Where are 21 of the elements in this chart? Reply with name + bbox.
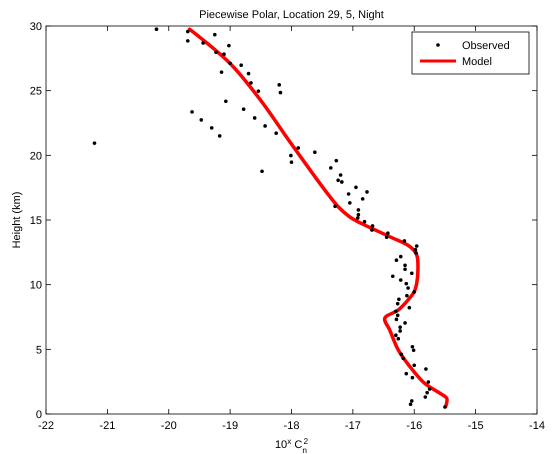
x-tick-label: -20 [160, 420, 177, 432]
y-tick-label: 10 [30, 280, 42, 292]
line-series [188, 27, 449, 409]
legend-label: Observed [462, 40, 510, 52]
x-tick-label: -14 [529, 420, 545, 432]
x-tick-label: -15 [468, 420, 484, 432]
y-tick-label: 30 [30, 21, 42, 33]
x-tick-label: -22 [38, 420, 54, 432]
chart-title: Piecewise Polar, Location 29, 5, Night [199, 9, 384, 21]
y-tick-label: 5 [36, 344, 42, 356]
y-tick-label: 25 [30, 86, 42, 98]
legend-label: Model [462, 56, 492, 68]
y-tick-label: 0 [36, 409, 42, 421]
x-tick-label: -16 [406, 420, 422, 432]
y-tick-label: 20 [30, 150, 42, 162]
x-tick-label: -19 [222, 420, 238, 432]
x-tick-label: -17 [344, 420, 361, 432]
x-tick-label: -21 [99, 420, 116, 432]
x-tick-label: -18 [284, 420, 300, 432]
y-axis-title: Height (km) [11, 192, 23, 248]
y-tick-label: 15 [30, 215, 42, 227]
